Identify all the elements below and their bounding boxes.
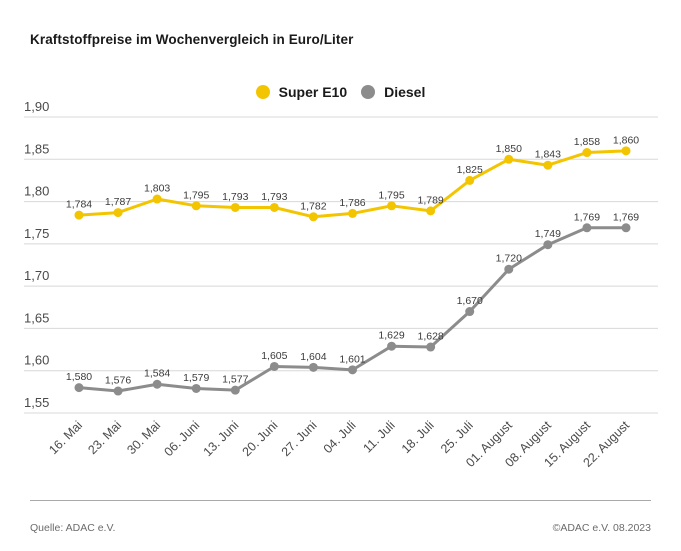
x-tick-label: 23. Mai — [85, 418, 124, 457]
legend-item-diesel: Diesel — [361, 84, 425, 100]
value-label: 1,850 — [496, 143, 522, 155]
data-point — [621, 146, 631, 156]
footer-divider — [30, 500, 651, 501]
x-tick-label: 18. Juli — [399, 418, 437, 456]
y-tick-label: 1,80 — [24, 184, 49, 199]
data-point — [308, 212, 318, 222]
x-tick-label: 25. Juli — [438, 418, 476, 456]
value-label: 1,628 — [418, 331, 444, 343]
y-tick-label: 1,90 — [24, 99, 49, 114]
data-point — [504, 264, 514, 274]
source-text: Quelle: ADAC e.V. — [30, 522, 116, 534]
value-label: 1,604 — [300, 351, 326, 363]
data-point — [582, 223, 592, 233]
y-tick-label: 1,55 — [24, 395, 49, 410]
value-label: 1,803 — [144, 183, 170, 195]
data-point — [269, 202, 279, 212]
data-point — [152, 194, 162, 204]
x-tick-label: 20. Juni — [240, 418, 281, 459]
value-label: 1,795 — [183, 189, 209, 201]
data-point — [504, 154, 514, 164]
value-label: 1,605 — [261, 350, 287, 362]
data-point — [113, 386, 123, 396]
value-label: 1,858 — [574, 136, 600, 148]
data-point — [387, 201, 397, 211]
data-point — [230, 202, 240, 212]
data-point — [348, 365, 357, 375]
value-label: 1,749 — [535, 228, 561, 240]
value-label: 1,795 — [378, 189, 404, 201]
data-point — [543, 160, 553, 170]
y-tick-label: 1,70 — [24, 268, 49, 283]
x-tick-label: 13. Juni — [201, 418, 242, 459]
chart-legend: Super E10 Diesel — [0, 84, 681, 100]
value-label: 1,769 — [574, 211, 600, 223]
data-point — [621, 223, 631, 233]
data-point — [74, 210, 84, 220]
x-tick-label: 06. Juni — [161, 418, 202, 459]
value-label: 1,793 — [222, 191, 248, 203]
data-point — [152, 379, 162, 389]
value-label: 1,793 — [261, 191, 287, 203]
value-label: 1,720 — [496, 253, 522, 265]
value-label: 1,786 — [339, 197, 365, 209]
value-label: 1,843 — [535, 149, 561, 161]
x-tick-label: 27. Juni — [279, 418, 320, 459]
data-point — [191, 383, 201, 393]
y-tick-label: 1,75 — [24, 226, 49, 241]
data-point — [191, 201, 201, 211]
y-tick-label: 1,60 — [24, 353, 49, 368]
x-tick-label: 04. Juli — [321, 418, 359, 456]
value-label: 1,670 — [457, 295, 483, 307]
data-point — [465, 307, 475, 317]
data-point — [230, 385, 240, 395]
legend-label-super-e10: Super E10 — [278, 84, 348, 100]
x-tick-label: 16. Mai — [46, 418, 85, 457]
value-label: 1,782 — [300, 200, 326, 212]
copyright-text: ©ADAC e.V. 08.2023 — [552, 522, 651, 534]
chart-title: Kraftstoffpreise im Wochenvergleich in E… — [30, 32, 354, 47]
value-label: 1,787 — [105, 196, 131, 208]
y-tick-label: 1,85 — [24, 141, 49, 156]
x-tick-label: 30. Mai — [124, 418, 163, 457]
data-point — [113, 208, 123, 218]
data-point — [387, 341, 397, 351]
value-label: 1,825 — [457, 164, 483, 176]
y-tick-label: 1,65 — [24, 310, 49, 325]
data-point — [582, 148, 592, 158]
value-label: 1,580 — [66, 371, 92, 383]
legend-label-diesel: Diesel — [384, 84, 426, 100]
value-label: 1,860 — [613, 134, 639, 146]
chart-footer: Quelle: ADAC e.V. ©ADAC e.V. 08.2023 — [30, 522, 651, 534]
value-label: 1,601 — [339, 353, 365, 365]
value-label: 1,789 — [418, 194, 444, 206]
super-e10-dot-icon — [255, 85, 270, 99]
data-point — [269, 361, 279, 371]
data-point — [426, 342, 436, 352]
value-label: 1,576 — [105, 375, 131, 387]
data-point — [465, 175, 475, 185]
value-label: 1,784 — [66, 199, 92, 211]
value-label: 1,577 — [222, 374, 248, 386]
data-point — [348, 208, 357, 218]
data-point — [74, 383, 84, 393]
data-point — [543, 240, 553, 250]
value-label: 1,579 — [183, 372, 209, 384]
value-label: 1,584 — [144, 368, 170, 380]
data-point — [308, 362, 318, 372]
data-point — [426, 206, 436, 216]
value-label: 1,769 — [613, 211, 639, 223]
value-label: 1,629 — [378, 330, 404, 342]
diesel-dot-icon — [361, 85, 376, 99]
legend-item-super-e10: Super E10 — [255, 84, 348, 100]
x-tick-label: 11. Juli — [360, 418, 397, 455]
